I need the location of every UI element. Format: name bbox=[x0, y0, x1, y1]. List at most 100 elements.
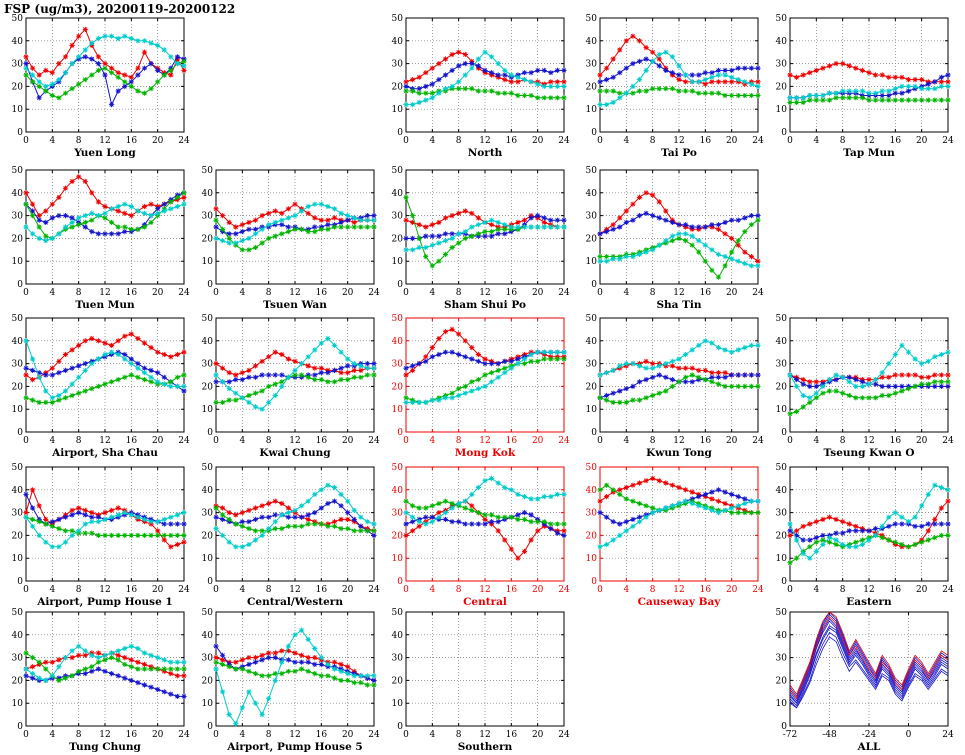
x-tick-label: 20 bbox=[916, 585, 928, 595]
y-tick-label: 30 bbox=[586, 60, 598, 70]
x-tick-label: 0 bbox=[213, 288, 219, 298]
x-tick-label: 12 bbox=[863, 136, 874, 146]
y-tick-label: 50 bbox=[776, 314, 788, 324]
x-tick-label: 0 bbox=[23, 288, 29, 298]
gridlines bbox=[26, 170, 184, 284]
x-tick-label: 0 bbox=[597, 136, 603, 146]
y-tick-label: 50 bbox=[12, 608, 24, 618]
x-tick-label: 16 bbox=[700, 288, 712, 298]
x-tick-label: 20 bbox=[152, 288, 164, 298]
y-tick-label: 0 bbox=[781, 428, 787, 438]
y-tick-label: 0 bbox=[781, 577, 787, 587]
x-tick-label: 8 bbox=[266, 288, 272, 298]
x-tick-label: 24 bbox=[558, 436, 570, 446]
y-tick-label: 40 bbox=[12, 486, 24, 496]
markers-cyan-3 bbox=[597, 338, 761, 378]
x-tick-label: 20 bbox=[342, 288, 354, 298]
chart-title: Airport, Pump House 5 bbox=[226, 741, 362, 753]
series-cyan-3 bbox=[789, 344, 949, 399]
y-tick-label: 10 bbox=[586, 405, 598, 415]
x-tick-label: 20 bbox=[152, 436, 164, 446]
y-tick-label: 40 bbox=[202, 189, 214, 199]
x-tick-label: 12 bbox=[673, 136, 684, 146]
x-tick-label: 24 bbox=[942, 585, 954, 595]
chart-mong-kok: 0 4 8 12 16 20 24 0 10 20 30 40 50 Mong Kok bbox=[382, 313, 574, 460]
plot-area: 0 4 8 12 16 20 24 0 10 20 30 40 50 Airport, Sha Chau bbox=[12, 314, 190, 459]
y-tick-label: 20 bbox=[12, 382, 24, 392]
x-tick-label: 4 bbox=[239, 436, 245, 446]
plot-area: 0 4 8 12 16 20 24 0 10 20 30 40 50 Sham Shui Po bbox=[392, 166, 570, 311]
y-tick-label: 40 bbox=[12, 37, 24, 47]
series-blue-4 bbox=[789, 620, 949, 702]
y-tick-label: 0 bbox=[397, 577, 403, 587]
chart-tai-po: 0 4 8 12 16 20 24 0 10 20 30 40 50 Tai Po bbox=[576, 13, 768, 160]
chart-airport-pump-house-5: 0 4 8 12 16 20 24 0 10 20 30 40 50 Airport, Pump Hous… bbox=[192, 607, 384, 754]
y-tick-label: 20 bbox=[392, 234, 404, 244]
gridlines bbox=[406, 612, 564, 726]
chart-title: Causeway Bay bbox=[638, 596, 722, 608]
markers-cyan-3 bbox=[403, 49, 567, 108]
x-tick-label: 8 bbox=[456, 585, 462, 595]
y-tick-label: 30 bbox=[392, 60, 404, 70]
x-tick-label: 24 bbox=[368, 730, 380, 740]
y-tick-label: 40 bbox=[776, 486, 788, 496]
markers-green-2 bbox=[23, 372, 187, 405]
markers-blue-1 bbox=[787, 521, 951, 543]
x-tick-label: 0 bbox=[403, 585, 409, 595]
x-tick-label: 4 bbox=[429, 730, 435, 740]
x-tick-label: 16 bbox=[890, 585, 902, 595]
y-tick-label: 40 bbox=[586, 189, 598, 199]
chart-title: Tung Chung bbox=[69, 741, 141, 753]
y-tick-label: 10 bbox=[12, 257, 24, 267]
y-tick-label: 10 bbox=[202, 699, 214, 709]
x-tick-label: 4 bbox=[813, 585, 819, 595]
x-tick-label: 20 bbox=[532, 436, 544, 446]
y-tick-label: 50 bbox=[392, 14, 404, 24]
x-tick-label: 8 bbox=[76, 136, 82, 146]
x-tick-label: 24 bbox=[178, 288, 190, 298]
y-tick-label: 0 bbox=[397, 128, 403, 138]
y-tick-label: 0 bbox=[17, 428, 23, 438]
markers-green-2 bbox=[213, 217, 377, 253]
y-tick-label: 50 bbox=[202, 314, 214, 324]
x-tick-label: 16 bbox=[700, 136, 712, 146]
y-tick-label: 40 bbox=[776, 337, 788, 347]
x-tick-label: 0 bbox=[403, 436, 409, 446]
series-cyan-3 bbox=[215, 203, 374, 244]
y-tick-label: 30 bbox=[12, 212, 24, 222]
y-tick-label: 0 bbox=[17, 577, 23, 587]
y-tick-label: 30 bbox=[12, 60, 24, 70]
x-tick-label: 16 bbox=[700, 436, 712, 446]
y-tick-label: 0 bbox=[207, 722, 213, 732]
chart-southern: 0 4 8 12 16 20 24 0 10 20 30 40 50 Southern bbox=[382, 607, 574, 754]
plot-area: 0 4 8 12 16 20 24 0 10 20 30 40 50 Kwun Tong bbox=[586, 314, 764, 459]
y-tick-label: 40 bbox=[202, 486, 214, 496]
markers-green-2 bbox=[787, 379, 951, 417]
markers-cyan-3 bbox=[23, 33, 187, 89]
x-tick-label: 8 bbox=[650, 288, 656, 298]
plot-area: 0 4 8 12 16 20 24 0 10 20 30 40 50 Airport, Pump Hous… bbox=[202, 608, 380, 753]
x-tick-label: 12 bbox=[99, 585, 110, 595]
plot-area: 0 4 8 12 16 20 24 0 10 20 30 40 50 Yuen Long bbox=[12, 14, 190, 159]
series-green-2 bbox=[25, 374, 185, 403]
x-tick-label: 8 bbox=[840, 436, 846, 446]
x-tick-label: 4 bbox=[239, 730, 245, 740]
x-tick-label: 0 bbox=[23, 136, 29, 146]
y-tick-label: 10 bbox=[586, 554, 598, 564]
chart-tuen-mun: 0 4 8 12 16 20 24 0 10 20 30 40 50 Tuen Mun bbox=[2, 165, 194, 312]
chart-title: Mong Kok bbox=[455, 447, 516, 459]
x-tick-label: 24 bbox=[368, 288, 380, 298]
x-tick-label: 8 bbox=[266, 436, 272, 446]
plot-area: 0 4 8 12 16 20 24 0 10 20 30 40 50 Kwai Chung bbox=[202, 314, 380, 459]
x-tick-label: 0 bbox=[403, 136, 409, 146]
markers-green-2 bbox=[787, 95, 951, 105]
markers-green-2 bbox=[23, 650, 187, 683]
x-tick-label: 0 bbox=[906, 730, 912, 740]
x-tick-label: 20 bbox=[532, 288, 544, 298]
chart-title: Airport, Sha Chau bbox=[51, 447, 158, 459]
markers-cyan-3 bbox=[213, 335, 377, 412]
x-tick-label: 0 bbox=[213, 436, 219, 446]
y-tick-label: 10 bbox=[776, 554, 788, 564]
x-tick-label: 8 bbox=[456, 436, 462, 446]
chart-title: Central bbox=[463, 596, 507, 608]
